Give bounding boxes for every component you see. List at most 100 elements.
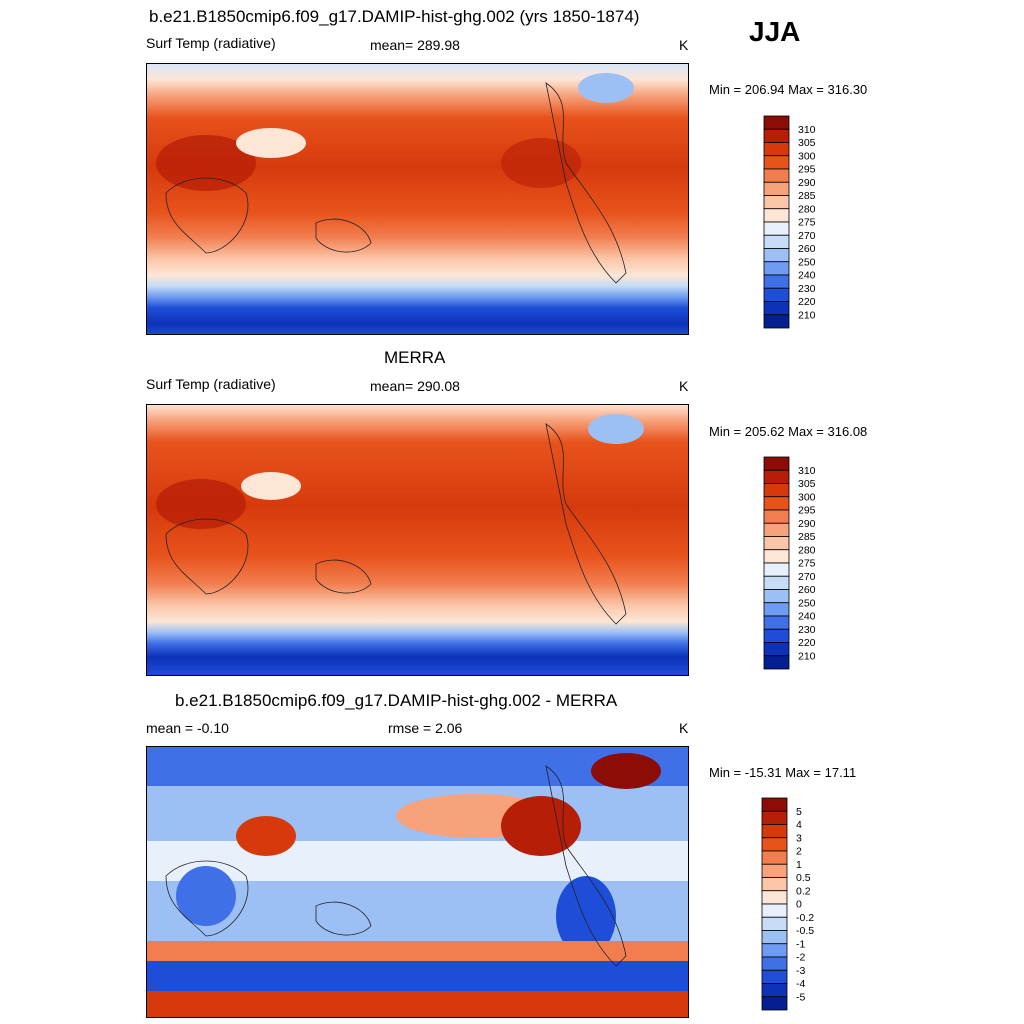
colorbar-tick-label: 300 (798, 491, 816, 503)
colorbar-swatch (763, 301, 790, 316)
colorbar-tick-label: 260 (798, 584, 816, 596)
colorbar-tick-label: 250 (798, 597, 816, 609)
colorbar-tick-label: 230 (798, 624, 816, 636)
colorbar-swatch (763, 602, 790, 617)
map-2-field (146, 404, 689, 676)
colorbar-swatch (763, 181, 790, 196)
colorbar-tick-label: 5 (796, 806, 802, 818)
colorbar-tick-label: 275 (798, 217, 816, 229)
map-3-warm-region (501, 796, 581, 856)
panel-3-unit-label: K (679, 720, 689, 736)
map-1-plateau-region (236, 128, 306, 158)
colorbar-tick-label: 285 (798, 531, 816, 543)
colorbar-tick-label: -0.5 (796, 925, 814, 937)
colorbar-tick-label: 300 (798, 150, 816, 162)
colorbar-tick-label: 0.2 (796, 885, 811, 897)
map-3-coastline (545, 765, 627, 967)
colorbar-tick-label: 310 (798, 124, 816, 136)
colorbar-swatch (761, 797, 788, 812)
colorbar-swatch (763, 155, 790, 170)
colorbar-tick-label: -0.2 (796, 912, 814, 924)
panel-1-variable-label: Surf Temp (radiative) (146, 35, 276, 51)
colorbar-tick-label: 220 (798, 296, 816, 308)
colorbar-swatch (763, 261, 790, 276)
colorbar-swatch (761, 903, 788, 918)
colorbar-swatch (761, 863, 788, 878)
panel-1-mean-label: mean= 289.98 (370, 37, 460, 53)
colorbar-swatch (761, 956, 788, 971)
colorbar-swatch (763, 274, 790, 289)
colorbar-swatch (763, 168, 790, 183)
colorbar-swatch (763, 589, 790, 604)
panel-2-unit-label: K (679, 378, 689, 394)
panel-2-title: MERRA (384, 348, 446, 367)
panel-1-title: b.e21.B1850cmip6.f09_g17.DAMIP-hist-ghg.… (149, 7, 640, 26)
colorbar-swatch (761, 890, 788, 905)
colorbar-swatch (763, 287, 790, 302)
model-temperature-map (146, 63, 689, 335)
panel-2-minmax: Min = 205.62 Max = 316.08 (709, 424, 868, 439)
colorbar-tick-label: 1 (796, 859, 802, 871)
colorbar-swatch (763, 314, 790, 329)
colorbar-tick-label: 295 (798, 164, 816, 176)
colorbar-tick-label: 305 (798, 137, 816, 149)
map-2-coastline (165, 518, 249, 595)
map-1-coastline (545, 82, 627, 284)
map-3-warm-region (591, 753, 661, 789)
colorbar-swatch (761, 850, 788, 865)
map-2-hot-region (156, 479, 246, 529)
colorbar-swatch (763, 642, 790, 657)
colorbar-swatch (763, 469, 790, 484)
colorbar-tick-label: 280 (798, 544, 816, 556)
panel-2-colorbar: 3103053002952902852802752702602502402302… (763, 456, 816, 670)
colorbar-tick-label: 305 (798, 478, 816, 490)
colorbar-swatch (763, 522, 790, 537)
map-2-plateau-region (241, 472, 301, 500)
colorbar-swatch (763, 234, 790, 249)
panel-3-title: b.e21.B1850cmip6.f09_g17.DAMIP-hist-ghg.… (175, 691, 618, 710)
panel-3-mean-label: mean = -0.10 (146, 720, 229, 736)
colorbar-swatch (763, 536, 790, 551)
colorbar-tick-label: 260 (798, 243, 816, 255)
colorbar-tick-label: -1 (796, 938, 805, 950)
colorbar-swatch (761, 824, 788, 839)
colorbar-swatch (763, 115, 790, 130)
colorbar-swatch (763, 655, 790, 670)
colorbar-tick-label: 290 (798, 177, 816, 189)
merra-temperature-map (146, 404, 689, 676)
map-1-coastline (165, 177, 249, 254)
map-3-coastline (315, 901, 372, 936)
colorbar-tick-label: 210 (798, 650, 816, 662)
colorbar-tick-label: 280 (798, 203, 816, 215)
colorbar-tick-label: 4 (796, 819, 802, 831)
colorbar-swatch (763, 509, 790, 524)
difference-map (146, 746, 689, 1018)
panel-2-variable-label: Surf Temp (radiative) (146, 376, 276, 392)
colorbar-swatch (761, 969, 788, 984)
colorbar-swatch (763, 615, 790, 630)
colorbar-swatch (761, 837, 788, 852)
colorbar-swatch (763, 208, 790, 223)
colorbar-swatch (761, 810, 788, 825)
map-1-field (146, 63, 689, 335)
colorbar-swatch (761, 983, 788, 998)
map-3-antarctic-band (146, 991, 689, 1018)
map-2-greenland-region (588, 414, 644, 444)
colorbar-tick-label: 285 (798, 190, 816, 202)
colorbar-tick-label: 220 (798, 637, 816, 649)
colorbar-swatch (763, 248, 790, 263)
colorbar-tick-label: 295 (798, 505, 816, 517)
season-label: JJA (749, 16, 801, 47)
colorbar-tick-label: -3 (796, 965, 805, 977)
map-3-frame (146, 746, 689, 1018)
map-1-greenland-region (578, 73, 634, 103)
colorbar-tick-label: 0 (796, 899, 802, 911)
colorbar-tick-label: 270 (798, 571, 816, 583)
colorbar-swatch (763, 562, 790, 577)
map-2-coastline (545, 423, 627, 625)
colorbar-swatch (761, 930, 788, 945)
colorbar-tick-label: 240 (798, 611, 816, 623)
map-1-coastline (315, 218, 372, 253)
colorbar-swatch (763, 549, 790, 564)
map-3-tropical-band (146, 841, 689, 881)
